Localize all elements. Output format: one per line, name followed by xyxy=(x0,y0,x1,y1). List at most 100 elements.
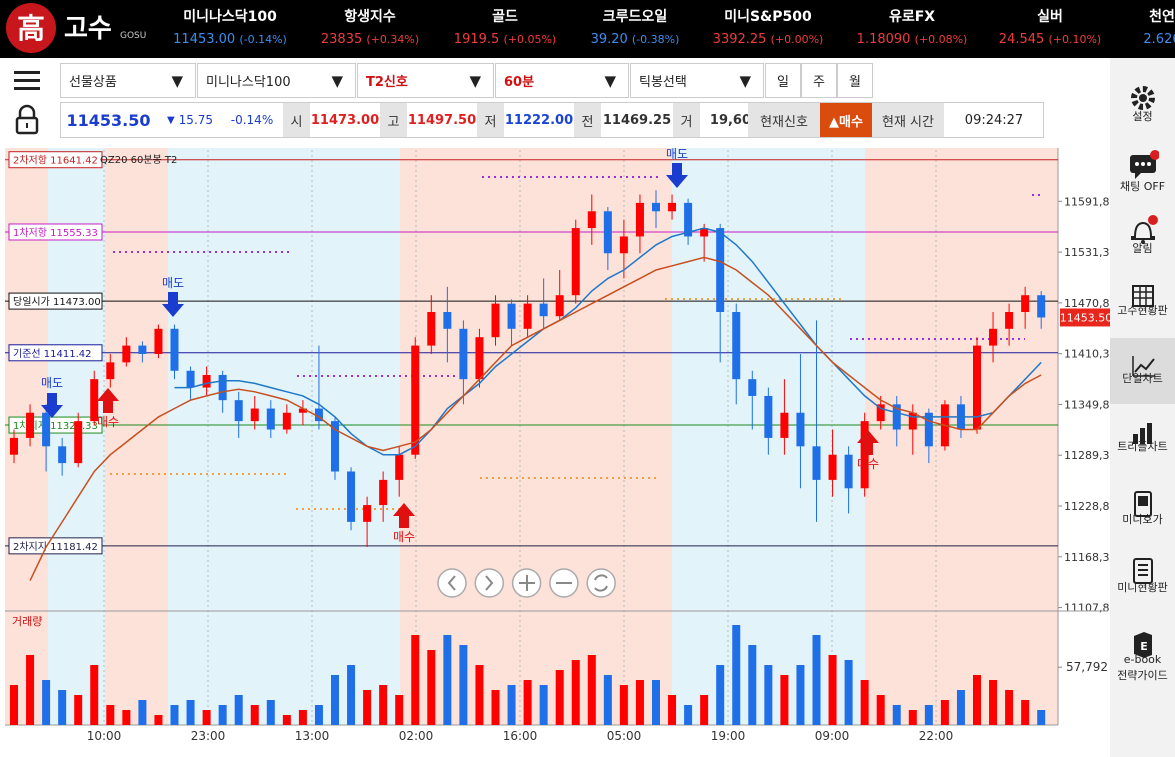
ticker-change: (-0.38%) xyxy=(631,33,680,46)
ticker-change: (+0.10%) xyxy=(1048,33,1102,46)
ticker: 미니나스닥100 11453.00 (-0.14%) xyxy=(160,6,300,47)
signal-label: 매도 xyxy=(666,147,688,161)
icon-part: E xyxy=(1140,640,1148,653)
nav-button[interactable] xyxy=(474,568,505,598)
nav-button[interactable] xyxy=(437,568,467,598)
sidebar-label[interactable]: 트리플차트 xyxy=(1117,440,1168,453)
ticker-change: (-0.14%) xyxy=(239,33,287,46)
signal-arrow xyxy=(857,430,879,455)
level-label-box xyxy=(8,344,103,362)
candle-body xyxy=(218,374,227,401)
sidebar-icon[interactable] xyxy=(1127,555,1159,587)
sidebar-label[interactable]: 알림 xyxy=(1132,242,1153,255)
ticker: 유로FX 1.18090 (+0.08%) xyxy=(842,6,982,47)
candle-body xyxy=(122,345,131,363)
period-button[interactable]: 주 xyxy=(801,63,837,98)
y-tick-label: 11168,37 xyxy=(1064,551,1110,564)
volume-bar xyxy=(828,655,837,725)
sidebar-label[interactable]: 고수현황판 xyxy=(1117,304,1168,317)
quote-cell-value: 19,605 xyxy=(709,112,761,128)
sidebar-label[interactable]: 설정 xyxy=(1132,110,1153,123)
volume-bar xyxy=(106,705,115,725)
select-label: 미니나스닥100 xyxy=(206,75,291,90)
nav-icon xyxy=(594,574,608,592)
sidebar-label[interactable]: 단일차트 xyxy=(1122,372,1163,385)
volume-bar xyxy=(989,680,998,725)
sidebar-label[interactable]: 미니현황판 xyxy=(1117,581,1168,594)
select[interactable]: 60분 ▼ xyxy=(495,63,629,98)
select[interactable]: T2신호 ▼ xyxy=(357,63,494,98)
sidebar-icon[interactable]: E xyxy=(1127,628,1159,660)
chart: 10:00 23:00 13:00 02:00 16:00 05:00 19:00 09:00… xyxy=(0,145,1110,757)
volume-bar xyxy=(571,660,580,725)
select[interactable]: 틱봉선택 ▼ xyxy=(630,63,764,98)
lock-button-part xyxy=(15,116,39,135)
nav-button[interactable] xyxy=(586,568,616,598)
time-label: 현재 시간 xyxy=(872,103,944,137)
candle-body xyxy=(1021,295,1030,313)
volume-bar xyxy=(427,650,436,725)
volume-bar xyxy=(202,710,211,725)
sidebar-icon[interactable] xyxy=(1127,82,1159,114)
select[interactable]: 미니나스닥100 ▼ xyxy=(197,63,356,98)
icon-part xyxy=(1147,423,1152,444)
candle-body xyxy=(427,312,436,346)
volume-bar xyxy=(170,705,179,725)
ticker-value: 1.18090 xyxy=(856,32,911,47)
icon-part xyxy=(1133,434,1138,444)
candle-body xyxy=(491,303,500,338)
level-label: 2차지지 11181.42 xyxy=(13,541,98,553)
sidebar-icon[interactable] xyxy=(1127,488,1159,520)
lock-button[interactable] xyxy=(2,102,52,138)
icon-part xyxy=(1138,496,1148,506)
sidebar-icon[interactable] xyxy=(1127,150,1159,182)
last-price-tag xyxy=(1060,308,1110,327)
period-button[interactable]: 월 xyxy=(837,63,873,98)
ticker-quote: 24.545 (+0.10%) xyxy=(980,32,1120,47)
icon-part xyxy=(1148,215,1158,225)
nav-icon xyxy=(447,575,456,591)
volume-bar xyxy=(218,705,227,725)
candle-body xyxy=(764,395,773,438)
signal-label: 매수 xyxy=(393,530,415,544)
candle-body xyxy=(42,412,51,447)
volume-bar xyxy=(266,700,275,725)
candle-body xyxy=(924,412,933,447)
ticker: 골드 1919.5 (+0.05%) xyxy=(435,6,575,47)
level-label: 당일시가 11473.00 xyxy=(13,296,101,308)
quote-cell-label: 전 xyxy=(574,103,601,137)
candle-body xyxy=(748,379,757,396)
candle-body xyxy=(828,454,837,480)
sidebar-icon[interactable] xyxy=(1127,215,1159,247)
quote-change: 15.75 xyxy=(178,113,214,127)
nav-icon xyxy=(485,575,494,591)
sidebar-label[interactable]: 미니호가 xyxy=(1122,513,1163,526)
candle-body xyxy=(363,505,372,522)
quote-cell-label: 시 xyxy=(283,103,310,137)
select-label: 선물상품 xyxy=(69,75,117,90)
sidebar-icon[interactable] xyxy=(1127,418,1159,450)
sidebar-label[interactable]: 채팅 OFF xyxy=(1119,180,1166,193)
quote-cell-value: 11469.25 xyxy=(602,112,672,128)
quote-price: 11453.50 xyxy=(66,110,151,130)
menu-button[interactable] xyxy=(2,63,52,99)
volume-bar xyxy=(764,665,773,725)
sidebar-icon[interactable] xyxy=(1127,280,1159,312)
sidebar-icon[interactable] xyxy=(1127,350,1159,382)
ticker-quote: 3392.25 (+0.00%) xyxy=(698,32,838,47)
sidebar-label[interactable]: 전략가이드 xyxy=(1117,669,1168,682)
volume-bar xyxy=(603,675,612,725)
select[interactable]: 선물상품 ▼ xyxy=(60,63,196,98)
volume-bar xyxy=(282,715,291,725)
quote-change-box: ▼ 15.75 xyxy=(160,103,220,137)
candle-body xyxy=(202,374,211,388)
logo-mark: 高 xyxy=(17,12,45,45)
sidebar-label[interactable]: e-book xyxy=(1123,653,1162,666)
period-button[interactable]: 일 xyxy=(765,63,801,98)
volume-tick-label: 57,792 xyxy=(1066,660,1108,674)
icon-part xyxy=(1131,221,1155,240)
ticker: 항생지수 23835 (+0.34%) xyxy=(300,6,440,47)
volume-bar xyxy=(122,710,131,725)
icon-part xyxy=(1134,358,1155,373)
